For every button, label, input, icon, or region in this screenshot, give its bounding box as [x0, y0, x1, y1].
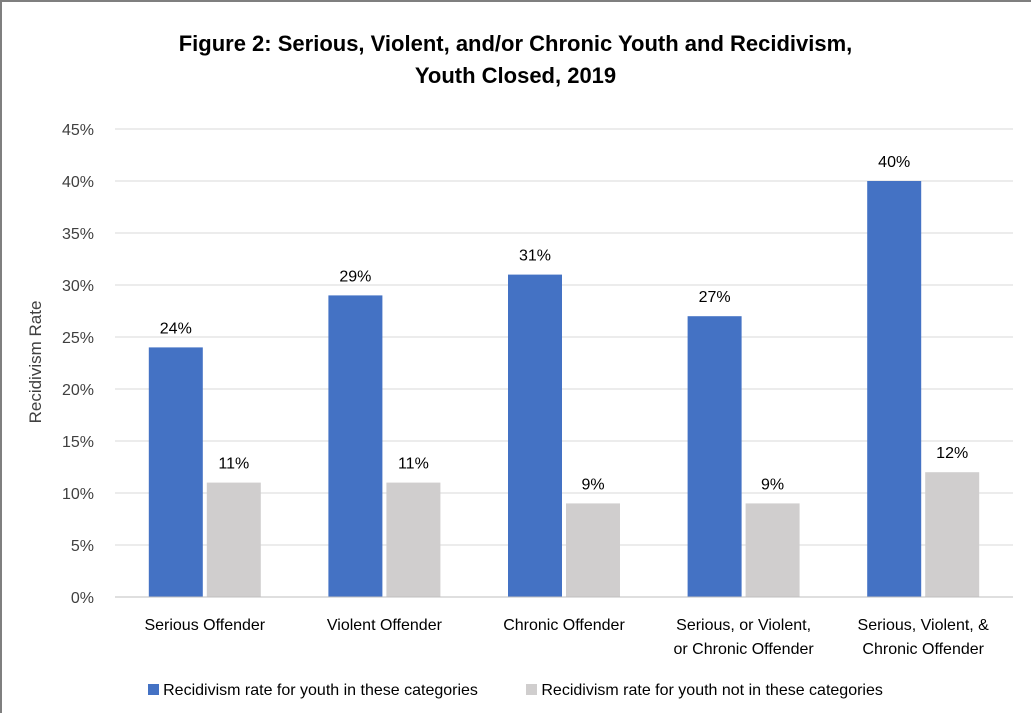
y-tick-label: 30%: [62, 278, 94, 295]
legend-item-series-1: Recidivism rate for youth in these categ…: [148, 682, 478, 700]
bar-series-1: [867, 181, 922, 597]
legend-label-series-1: Recidivism rate for youth in these categ…: [163, 682, 478, 699]
x-category-label: Serious, Violent, &: [858, 617, 990, 634]
y-tick-label: 10%: [62, 486, 94, 503]
y-tick-label: 15%: [62, 434, 94, 451]
bar-series-1: [328, 295, 383, 597]
bar-series-2: [745, 503, 800, 597]
data-label: 27%: [699, 289, 731, 306]
data-label: 31%: [519, 248, 551, 265]
legend-label-series-2: Recidivism rate for youth not in these c…: [541, 682, 883, 699]
bar-series-2: [386, 482, 441, 597]
data-label: 24%: [160, 320, 192, 337]
bar-series-1: [148, 347, 203, 597]
data-label: 40%: [878, 154, 910, 171]
y-tick-label: 40%: [62, 174, 94, 191]
chart-title-line-2: Youth Closed, 2019: [414, 63, 617, 88]
x-category-label: Chronic Offender: [503, 617, 625, 634]
bar-series-1: [508, 274, 562, 597]
x-category-label: Serious Offender: [144, 617, 265, 634]
bar-series-1: [687, 316, 742, 597]
legend: Recidivism rate for youth in these categ…: [0, 682, 1031, 700]
y-tick-label: 35%: [62, 226, 94, 243]
y-tick-label: 25%: [62, 330, 94, 347]
bar-series-2: [206, 482, 261, 597]
y-tick-label: 5%: [71, 538, 94, 555]
y-tick-label: 0%: [71, 590, 94, 607]
y-tick-label: 20%: [62, 382, 94, 399]
legend-swatch-series-2: [526, 684, 538, 695]
data-label: 9%: [581, 476, 604, 493]
bar-series-2: [566, 503, 620, 597]
bar-series-2: [925, 472, 980, 597]
y-tick-label: 45%: [62, 122, 94, 139]
data-label: 29%: [339, 268, 371, 285]
chart-title: Figure 2: Serious, Violent, and/or Chron…: [0, 28, 1031, 92]
chart-title-line-1: Figure 2: Serious, Violent, and/or Chron…: [178, 31, 853, 56]
data-label: 11%: [398, 456, 429, 473]
legend-swatch-series-1: [148, 684, 160, 695]
x-category-label: Violent Offender: [327, 617, 443, 634]
data-label: 12%: [936, 445, 968, 462]
data-label: 9%: [761, 476, 784, 493]
x-category-label: or Chronic Offender: [673, 641, 814, 658]
legend-item-series-2: Recidivism rate for youth not in these c…: [526, 682, 883, 700]
data-label: 11%: [218, 456, 249, 473]
x-category-label: Chronic Offender: [862, 641, 984, 658]
x-category-label: Serious, or Violent,: [676, 617, 811, 634]
